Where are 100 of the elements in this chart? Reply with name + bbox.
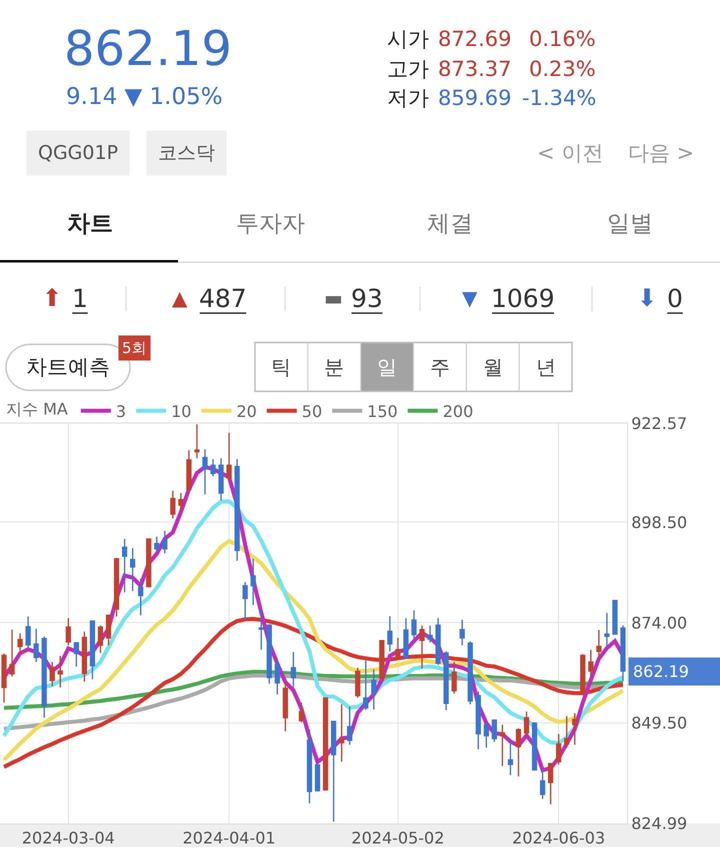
candlestick (604, 612, 610, 648)
text: 분 (324, 355, 344, 379)
candlestick (298, 702, 304, 723)
x-tick-label: 2024-05-02 (351, 828, 444, 848)
legend-label: 200 (442, 402, 474, 422)
text: 872.69 (438, 27, 512, 51)
text: 코스닥 (158, 142, 215, 164)
candlestick (9, 628, 15, 677)
legend-label: 150 (367, 402, 398, 422)
candlestick (210, 458, 216, 477)
candlestick (17, 632, 23, 654)
candlestick (226, 432, 232, 480)
text: ▲ (172, 286, 188, 310)
candlestick (34, 628, 39, 663)
candlestick (322, 697, 328, 791)
y-tick-label: 824.99 (631, 814, 688, 834)
text: QGG01P (38, 142, 118, 164)
candlestick (266, 624, 272, 684)
legend-label: 20 (236, 402, 257, 422)
text: ⬆ (42, 284, 62, 312)
candlestick (178, 492, 184, 512)
candlestick (411, 610, 417, 640)
candlestick (66, 618, 71, 646)
candlestick (508, 740, 514, 776)
x-tick-label: 2024-06-03 (512, 828, 606, 848)
candlestick (330, 720, 336, 822)
candlestick (492, 718, 497, 743)
candlestick (258, 606, 264, 650)
candlestick (419, 624, 425, 670)
candlestick (98, 624, 104, 654)
candlestick (339, 704, 344, 762)
text: 93 (351, 284, 383, 313)
candlestick (290, 652, 296, 688)
candlestick (444, 650, 449, 711)
candlestick (452, 661, 457, 694)
candlestick (540, 768, 546, 800)
candlestick (427, 624, 433, 643)
candlestick (146, 538, 152, 588)
text: 1 (72, 284, 88, 313)
candlestick (460, 619, 465, 646)
text: 차트 (67, 211, 113, 237)
candlestick (50, 661, 55, 687)
text: 월 (483, 355, 503, 379)
text: 년 (536, 355, 556, 379)
candlestick (548, 762, 554, 805)
candlestick (306, 728, 312, 804)
candlestick (596, 629, 602, 660)
text: 1069 (491, 284, 555, 313)
legend-label: 50 (302, 402, 322, 422)
candlestick (387, 615, 392, 652)
candlestick (484, 724, 489, 748)
candlestick (476, 690, 481, 750)
y-tick-label: 874.00 (631, 613, 688, 632)
candlestick (403, 618, 409, 660)
candlestick (58, 655, 63, 688)
candlestick (154, 536, 160, 552)
text: 시가 (387, 27, 429, 51)
candlestick (588, 649, 594, 678)
text: 고가 (387, 57, 429, 81)
text: 0.23% (529, 57, 596, 81)
text: 487 (199, 284, 247, 313)
candlestick (379, 640, 384, 680)
text: < 이전 (537, 141, 604, 165)
text: 862.19 (633, 662, 689, 681)
text: 다음 > (628, 141, 694, 165)
candlestick (122, 538, 128, 593)
candlestick (363, 660, 368, 711)
candlestick (347, 706, 352, 746)
candlestick (572, 712, 578, 746)
candlestick (242, 581, 248, 622)
candlestick (620, 624, 626, 682)
candlestick (250, 558, 256, 606)
y-tick-label: 849.50 (631, 714, 688, 733)
candlestick (90, 620, 96, 680)
candlestick (532, 722, 538, 771)
candlestick (468, 640, 473, 705)
legend-label: 10 (171, 402, 192, 422)
legend-label: 3 (116, 402, 126, 422)
candlestick (435, 618, 441, 666)
text: ▼ (462, 286, 478, 310)
candlestick (314, 764, 320, 792)
legend-title: 지수 MA (6, 400, 68, 419)
candlestick (580, 654, 586, 696)
text: 체결 (427, 211, 473, 237)
candlestick (194, 424, 200, 459)
candlestick (371, 668, 376, 710)
candlestick (355, 667, 360, 698)
candlestick (234, 458, 240, 562)
candlestick (170, 490, 176, 520)
candlestick (162, 530, 168, 554)
candlestick (516, 728, 522, 778)
candlestick (524, 710, 530, 735)
chart-subtitle: 9.14 ▼ 1.05% (66, 84, 223, 110)
candlestick (130, 547, 136, 592)
text: 차트예측 (26, 355, 110, 379)
candlestick (26, 616, 31, 650)
text: 859.69 (438, 86, 512, 110)
candlestick (1, 652, 7, 704)
x-tick-label: 2024-04-01 (182, 828, 276, 848)
candlestick (106, 614, 112, 646)
